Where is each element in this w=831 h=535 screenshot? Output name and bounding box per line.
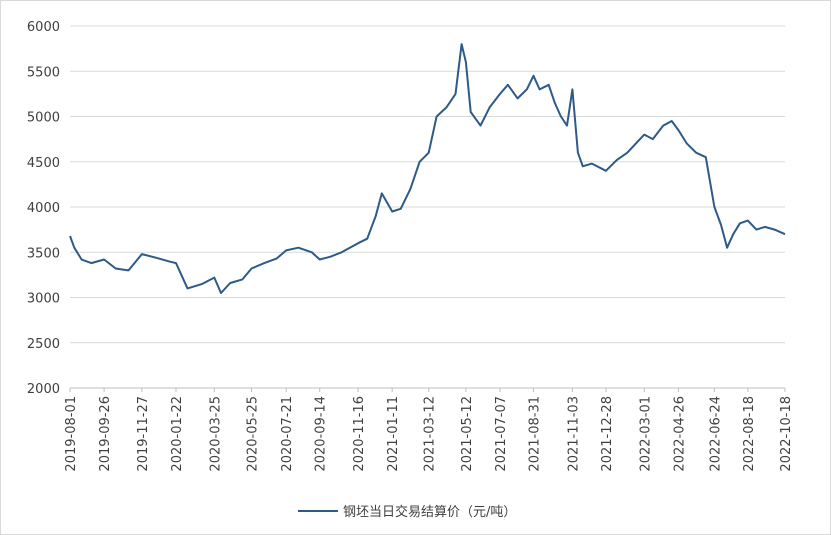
x-tick-label: 2022-03-01 [638, 396, 653, 472]
y-axis: 2000 2500 3000 3500 4000 4500 5000 5500 6000 [27, 20, 60, 397]
y-tick-label: 5500 [27, 65, 60, 80]
x-tick-label: 2020-03-25 [208, 396, 223, 472]
x-tick-label: 2021-11-03 [566, 396, 581, 472]
legend-label: 钢坯当日交易结算价（元/吨） [343, 504, 516, 520]
x-tick-label: 2022-04-26 [672, 396, 687, 472]
y-tick-label: 2500 [27, 337, 60, 352]
y-tick-label: 5000 [27, 111, 60, 126]
x-tick-label: 2021-08-31 [527, 396, 542, 472]
x-tick-label: 2022-10-18 [779, 396, 794, 472]
y-tick-label: 2000 [27, 382, 60, 397]
x-tick-label: 2022-06-24 [708, 396, 723, 472]
x-tick-label: 2020-01-22 [170, 396, 185, 472]
x-tick-label: 2020-09-14 [314, 396, 329, 472]
x-tick-label: 2020-07-21 [280, 396, 295, 472]
y-tick-label: 4500 [27, 156, 60, 171]
x-tick-label: 2022-08-18 [742, 396, 757, 472]
x-axis: 2019-08-01 2019-09-26 2019-11-27 2020-01-22… [64, 387, 794, 472]
y-tick-label: 3500 [27, 246, 60, 261]
gridlines [70, 25, 785, 389]
x-tick-label: 2021-12-28 [600, 396, 615, 472]
y-tick-label: 6000 [27, 20, 60, 35]
x-tick-label: 2019-11-27 [136, 396, 151, 472]
legend: 钢坯当日交易结算价（元/吨） [298, 504, 516, 520]
plot-area [69, 43, 786, 294]
x-tick-label: 2021-01-11 [386, 396, 401, 472]
x-tick-label: 2019-09-26 [98, 396, 113, 472]
y-tick-label: 4000 [27, 201, 60, 216]
x-tick-label: 2020-05-25 [245, 396, 260, 472]
y-tick-label: 3000 [27, 292, 60, 307]
x-tick-label: 2021-07-07 [494, 396, 509, 472]
x-tick-label: 2021-03-12 [423, 396, 438, 472]
x-tick-label: 2019-08-01 [64, 396, 79, 472]
x-tick-label: 2020-11-16 [352, 396, 367, 472]
series-line [69, 43, 786, 294]
x-tick-label: 2021-05-12 [460, 396, 475, 472]
